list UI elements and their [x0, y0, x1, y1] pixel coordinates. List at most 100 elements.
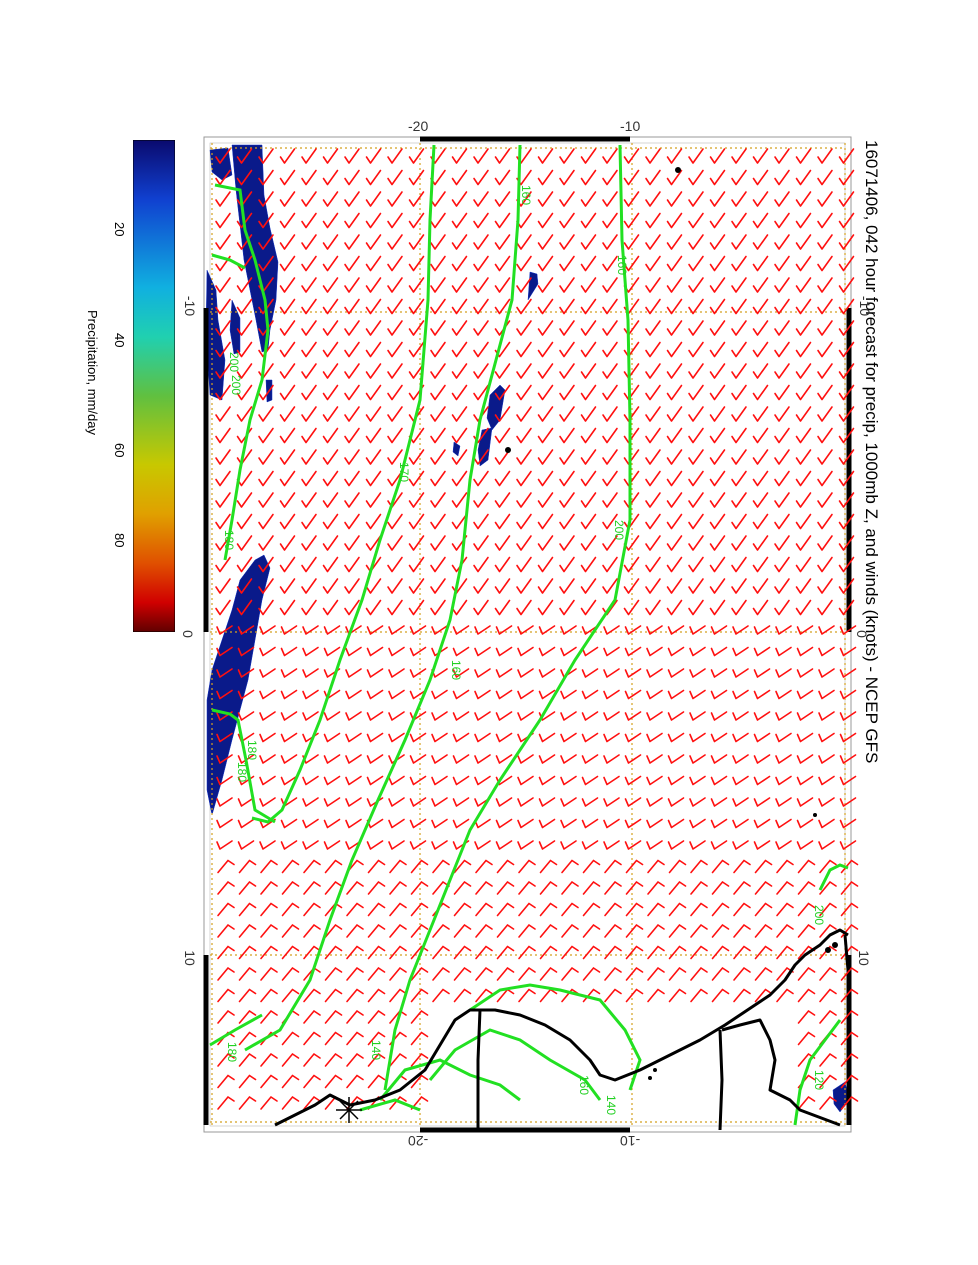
wind-barb [281, 881, 300, 895]
wind-barb [323, 711, 341, 721]
wind-barb [324, 924, 343, 938]
wind-barb [344, 298, 360, 315]
wind-barb [559, 470, 575, 487]
wind-barb [387, 449, 403, 465]
wind-barb [709, 191, 726, 207]
wind-barb [667, 775, 685, 786]
wind-barb [690, 967, 708, 981]
wind-barb [322, 384, 339, 401]
wind-barb [236, 341, 253, 358]
wind-barb [754, 945, 773, 960]
wind-barb [387, 599, 403, 616]
wind-barb [646, 625, 663, 635]
wind-barb [560, 775, 577, 786]
wind-barb [667, 754, 685, 764]
wind-barb [623, 212, 640, 229]
wind-barb [365, 363, 382, 379]
wind-barb [709, 513, 726, 530]
wind-barb [473, 513, 489, 530]
wind-barb [365, 191, 382, 207]
wind-barb [518, 945, 536, 960]
wind-barb [710, 818, 728, 829]
wind-barb [667, 840, 685, 850]
wind-barb [474, 689, 491, 700]
wind-barb [494, 277, 511, 293]
wind-barb [838, 535, 855, 551]
wind-barb [216, 668, 233, 678]
wind-barb [280, 775, 298, 786]
wind-barb [645, 212, 661, 229]
wind-barb [430, 320, 446, 336]
wind-barb [624, 775, 642, 786]
wind-barb [840, 1031, 859, 1046]
wind-barb [344, 406, 360, 422]
wind-barb [344, 341, 360, 358]
border-path [843, 934, 850, 971]
wind-barb [667, 732, 685, 743]
wind-barb [366, 754, 384, 764]
wind-barb [452, 668, 470, 678]
wind-barb [236, 298, 253, 315]
wind-barb [559, 148, 575, 164]
wind-barb [432, 924, 450, 938]
wind-barb [602, 384, 618, 401]
wind-barb [410, 967, 429, 981]
wind-barb [538, 797, 556, 807]
wind-barb [517, 775, 534, 786]
wind-barb [346, 924, 364, 938]
wind-barb [324, 967, 343, 981]
wind-barb [516, 298, 532, 315]
wind-barb [795, 363, 812, 379]
border-path [476, 1009, 482, 1130]
wind-barb [236, 492, 253, 508]
wind-barb [409, 797, 427, 807]
wind-barb [301, 556, 317, 573]
wind-barb [838, 556, 855, 573]
wind-barb [580, 556, 597, 573]
wind-barb [301, 535, 317, 551]
wind-barb [431, 689, 448, 700]
wind-barb [690, 988, 708, 1003]
wind-barb [731, 234, 747, 250]
wind-barb [430, 384, 446, 401]
wind-barb [430, 492, 446, 508]
wind-barb [303, 902, 321, 917]
wind-barb [408, 556, 425, 573]
wind-barb [281, 902, 300, 917]
wind-barb [344, 513, 360, 530]
wind-barb [365, 169, 382, 186]
wind-barb [602, 148, 618, 164]
wind-barb [580, 406, 597, 422]
wind-barb [646, 775, 663, 786]
wind-barb [752, 169, 769, 186]
wind-barb [496, 967, 515, 981]
wind-barb [303, 988, 321, 1003]
wind-barb [387, 384, 403, 401]
wind-barb [580, 449, 597, 465]
wind-barb [668, 924, 687, 938]
wind-barb [838, 169, 855, 186]
lat-lon-grid [210, 143, 846, 1126]
wind-barb [301, 427, 317, 444]
wind-barb [367, 924, 386, 938]
wind-barb [754, 924, 773, 938]
wind-barb [539, 945, 558, 960]
wind-barb [754, 859, 773, 874]
wind-barb [602, 363, 618, 379]
wind-barb [516, 384, 532, 401]
wind-barb [260, 1096, 278, 1110]
wind-barb [840, 1074, 859, 1089]
wind-barb [301, 277, 317, 293]
wind-barb [301, 363, 317, 379]
wind-barb [258, 169, 274, 186]
wind-barb [624, 668, 642, 678]
wind-barb [753, 646, 771, 657]
wind-barb [538, 840, 556, 850]
wind-barb [666, 578, 683, 594]
wind-barb [217, 1096, 235, 1110]
wind-barb [646, 646, 663, 657]
wind-barb [668, 881, 687, 895]
wind-barb [494, 363, 511, 379]
wind-barb [581, 711, 599, 721]
wind-barb [387, 169, 403, 186]
